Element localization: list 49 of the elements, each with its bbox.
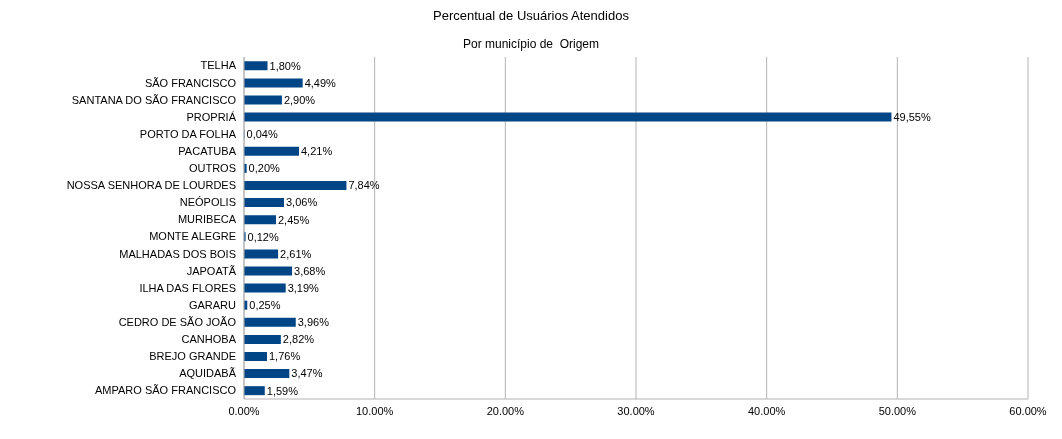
data-label: 4,49% [304,76,337,89]
x-tick-label: 40.00% [748,404,786,417]
x-tick-label: 10.00% [356,404,394,417]
data-label: 0,20% [248,162,281,175]
x-tick-label: 50.00% [878,404,917,417]
x-tick-label: 60.00% [1009,404,1047,417]
x-tick-label: 20.00% [486,404,525,417]
data-label: 1,76% [269,350,301,363]
y-tick-label: PACATUBA [178,144,237,157]
y-tick-label: SÃO FRANCISCO [144,76,237,89]
data-label: 7,84% [348,179,380,192]
y-tick-label: CANHOBA [181,333,237,346]
data-label: 49,55% [893,110,931,123]
y-tick-label: NEÓPOLIS [179,196,236,209]
chart-title: Percentual de Usuários Atendidos [432,8,630,23]
y-tick-label: TELHA [200,59,237,72]
data-label: 0,12% [247,230,279,243]
data-label: 3,96% [297,316,330,329]
data-label: 2,61% [280,247,312,260]
data-label: 3,06% [285,196,318,209]
x-tick-label: 0.00% [228,404,260,417]
data-label: 0,04% [246,128,278,141]
y-tick-label: AQUIDABÃ [179,367,237,380]
y-tick-label: PORTO DA FOLHA [139,127,237,140]
y-tick-label: CEDRO DE SÃO JOÃO [118,315,237,328]
y-tick-label: SANTANA DO SÃO FRANCISCO [71,93,237,106]
chart-subtitle: Por município de Origem [461,37,601,51]
data-label: 4,21% [301,145,333,158]
y-tick-label: MONTE ALEGRE [149,230,236,243]
data-label: 3,19% [287,281,320,294]
data-label: 2,90% [283,93,316,106]
y-tick-label: OUTROS [188,162,236,175]
y-tick-label: JAPOATÃ [186,264,237,277]
x-tick-label: 30.00% [617,404,655,417]
y-tick-label: MALHADAS DOS BOIS [119,247,236,260]
data-label: 0,25% [249,299,281,312]
y-tick-label: ILHA DAS FLORES [139,281,236,294]
y-tick-label: GARARU [188,298,237,311]
data-label: 1,59% [266,384,299,397]
y-tick-label: PROPRIÁ [186,110,237,123]
data-label: 3,68% [294,264,326,277]
data-label: 1,80% [269,59,301,72]
y-tick-label: AMPARO SÃO FRANCISCO [95,384,237,397]
y-tick-label: MURIBECA [177,213,237,226]
data-label: 3,47% [291,367,323,380]
data-label: 2,45% [278,213,310,226]
y-tick-label: NOSSA SENHORA DE LOURDES [66,179,236,192]
y-tick-label: BREJO GRANDE [149,350,236,363]
data-label: 2,82% [282,333,315,346]
